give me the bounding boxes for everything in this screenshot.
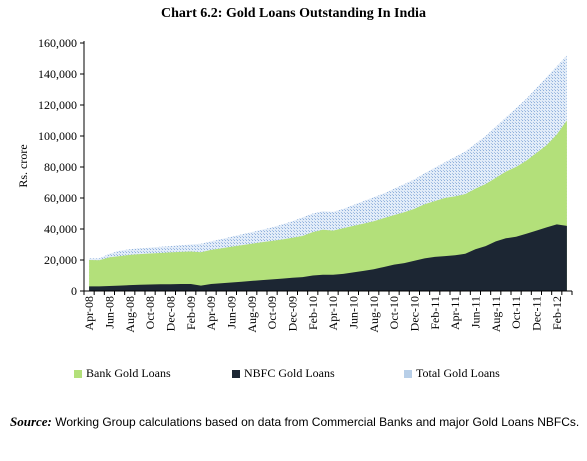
y-axis-label: Rs. crore bbox=[16, 144, 30, 187]
legend-swatch-bank bbox=[74, 369, 82, 378]
x-tick-label: Apr-09 bbox=[204, 296, 218, 330]
source-label: Source: bbox=[10, 414, 52, 429]
x-tick-label: Oct-10 bbox=[387, 296, 401, 329]
legend-item-bank: Bank Gold Loans bbox=[74, 366, 171, 381]
x-tick-label: Jun-09 bbox=[224, 296, 238, 329]
area-nbfc-gold-loans bbox=[89, 224, 567, 291]
y-tick-label: 120,000 bbox=[38, 98, 77, 112]
legend-label-total: Total Gold Loans bbox=[416, 366, 500, 380]
x-tick-label: Aug-08 bbox=[123, 296, 137, 333]
y-tick-label: 100,000 bbox=[38, 129, 77, 143]
y-tick-label: 60,000 bbox=[44, 191, 77, 205]
legend: Bank Gold Loans NBFC Gold Loans Total Go… bbox=[0, 366, 587, 384]
x-tick-label: Aug-11 bbox=[489, 296, 503, 332]
legend-item-total: Total Gold Loans bbox=[404, 366, 500, 381]
legend-label-bank: Bank Gold Loans bbox=[86, 366, 171, 380]
source-note: Source: Working Group calculations based… bbox=[10, 414, 580, 430]
x-tick-label: Apr-10 bbox=[326, 296, 340, 330]
axes: 0 20,000 40,000 60,000 80,000 100,000 120,000 1… bbox=[38, 36, 573, 333]
legend-label-nbfc: NBFC Gold Loans bbox=[244, 366, 335, 380]
source-text: Working Group calculations based on data… bbox=[51, 415, 580, 429]
x-tick-label: Oct-08 bbox=[143, 296, 157, 329]
x-tick-label: Dec-09 bbox=[285, 296, 299, 331]
x-tick-label: Apr-08 bbox=[82, 296, 96, 330]
y-tick-label: 140,000 bbox=[38, 67, 77, 81]
x-tick-label: Feb-12 bbox=[550, 296, 564, 330]
x-tick-label: Dec-11 bbox=[529, 296, 543, 331]
y-tick-label: 160,000 bbox=[38, 36, 77, 50]
y-tick-label: 40,000 bbox=[44, 222, 77, 236]
x-tick-label: Dec-08 bbox=[163, 296, 177, 331]
y-tick-label: 20,000 bbox=[44, 253, 77, 267]
x-tick-label: Aug-10 bbox=[367, 296, 381, 333]
y-tick-label: 0 bbox=[71, 284, 77, 298]
x-tick-label: Oct-09 bbox=[265, 296, 279, 329]
x-tick-label: Aug-09 bbox=[245, 296, 259, 333]
y-tick-label: 80,000 bbox=[44, 160, 77, 174]
x-tick-label: Feb-11 bbox=[428, 296, 442, 330]
area-bank-gold-loans bbox=[89, 120, 567, 291]
legend-swatch-total bbox=[404, 369, 412, 378]
x-tick-label: Dec-10 bbox=[407, 296, 421, 331]
legend-swatch-nbfc bbox=[232, 369, 240, 378]
x-tick-label: Jun-10 bbox=[346, 296, 360, 329]
x-tick-label: Oct-11 bbox=[509, 296, 523, 329]
chart-title: Chart 6.2: Gold Loans Outstanding In Ind… bbox=[161, 6, 426, 21]
plot-areas bbox=[89, 55, 567, 292]
x-tick-label: Apr-11 bbox=[448, 296, 462, 330]
x-tick-label: Feb-10 bbox=[306, 296, 320, 330]
legend-item-nbfc: NBFC Gold Loans bbox=[232, 366, 335, 381]
x-tick-label: Feb-09 bbox=[184, 296, 198, 330]
x-tick-label: Jun-08 bbox=[102, 296, 116, 329]
x-tick-label: Jun-11 bbox=[468, 296, 482, 328]
